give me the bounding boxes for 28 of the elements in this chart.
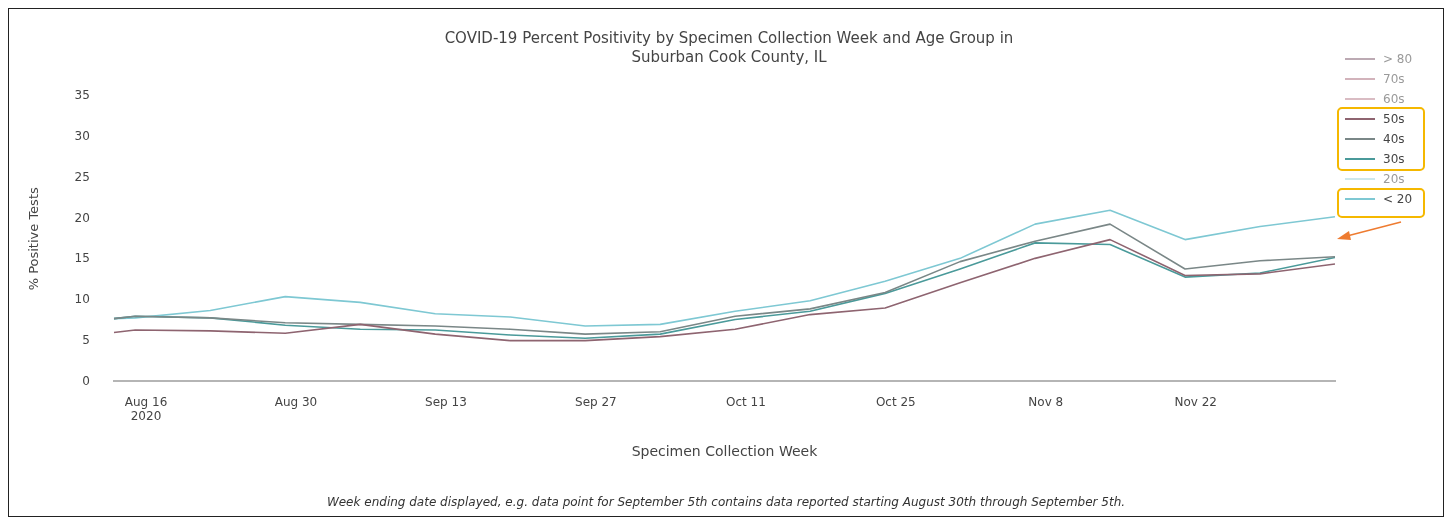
y-tick-label: 25 [74, 169, 90, 184]
y-tick-label: 15 [74, 251, 90, 266]
legend-label: 30s [1383, 152, 1405, 166]
y-tick-label: 5 [82, 332, 90, 347]
legend-label: 60s [1383, 92, 1405, 106]
x-tick-label: Nov 8 [1028, 394, 1064, 409]
legend-label: < 20 [1383, 192, 1413, 206]
y-tick-label: 35 [74, 88, 90, 103]
y-tick-label: 0 [82, 373, 90, 388]
x-tick-label: Oct 25 [875, 394, 916, 409]
x-tick-label: Aug 16 2020 [124, 394, 168, 424]
y-tick-label: 10 [74, 292, 90, 307]
y-tick-label: 20 [74, 210, 90, 225]
x-tick-label: Oct 11 [725, 394, 766, 409]
x-tick-label: Sep 27 [575, 394, 617, 409]
text: Week ending date displayed, e.g. data point for September 5th contains data reported starting August 30th through September 5th. [325, 495, 1127, 509]
x-tick-label: Nov 22 [1174, 394, 1218, 409]
y-axis-title: % Positive Tests [26, 187, 42, 291]
legend-label: 40s [1383, 132, 1405, 146]
x-axis-title: Specimen Collection Week [631, 443, 819, 460]
x-tick-label: Sep 13 [425, 394, 467, 409]
x-tick-label: Aug 30 [274, 394, 318, 409]
legend-label: 70s [1383, 72, 1405, 86]
legend-label: 50s [1383, 112, 1405, 126]
legend-label: > 80 [1383, 52, 1413, 66]
y-tick-label: 30 [74, 129, 90, 144]
legend-label: 20s [1383, 172, 1405, 186]
chart-title: COVID-19 Percent Positivity by Specimen Collection Week and Age Group in Suburban Cook County, IL [443, 29, 1015, 67]
